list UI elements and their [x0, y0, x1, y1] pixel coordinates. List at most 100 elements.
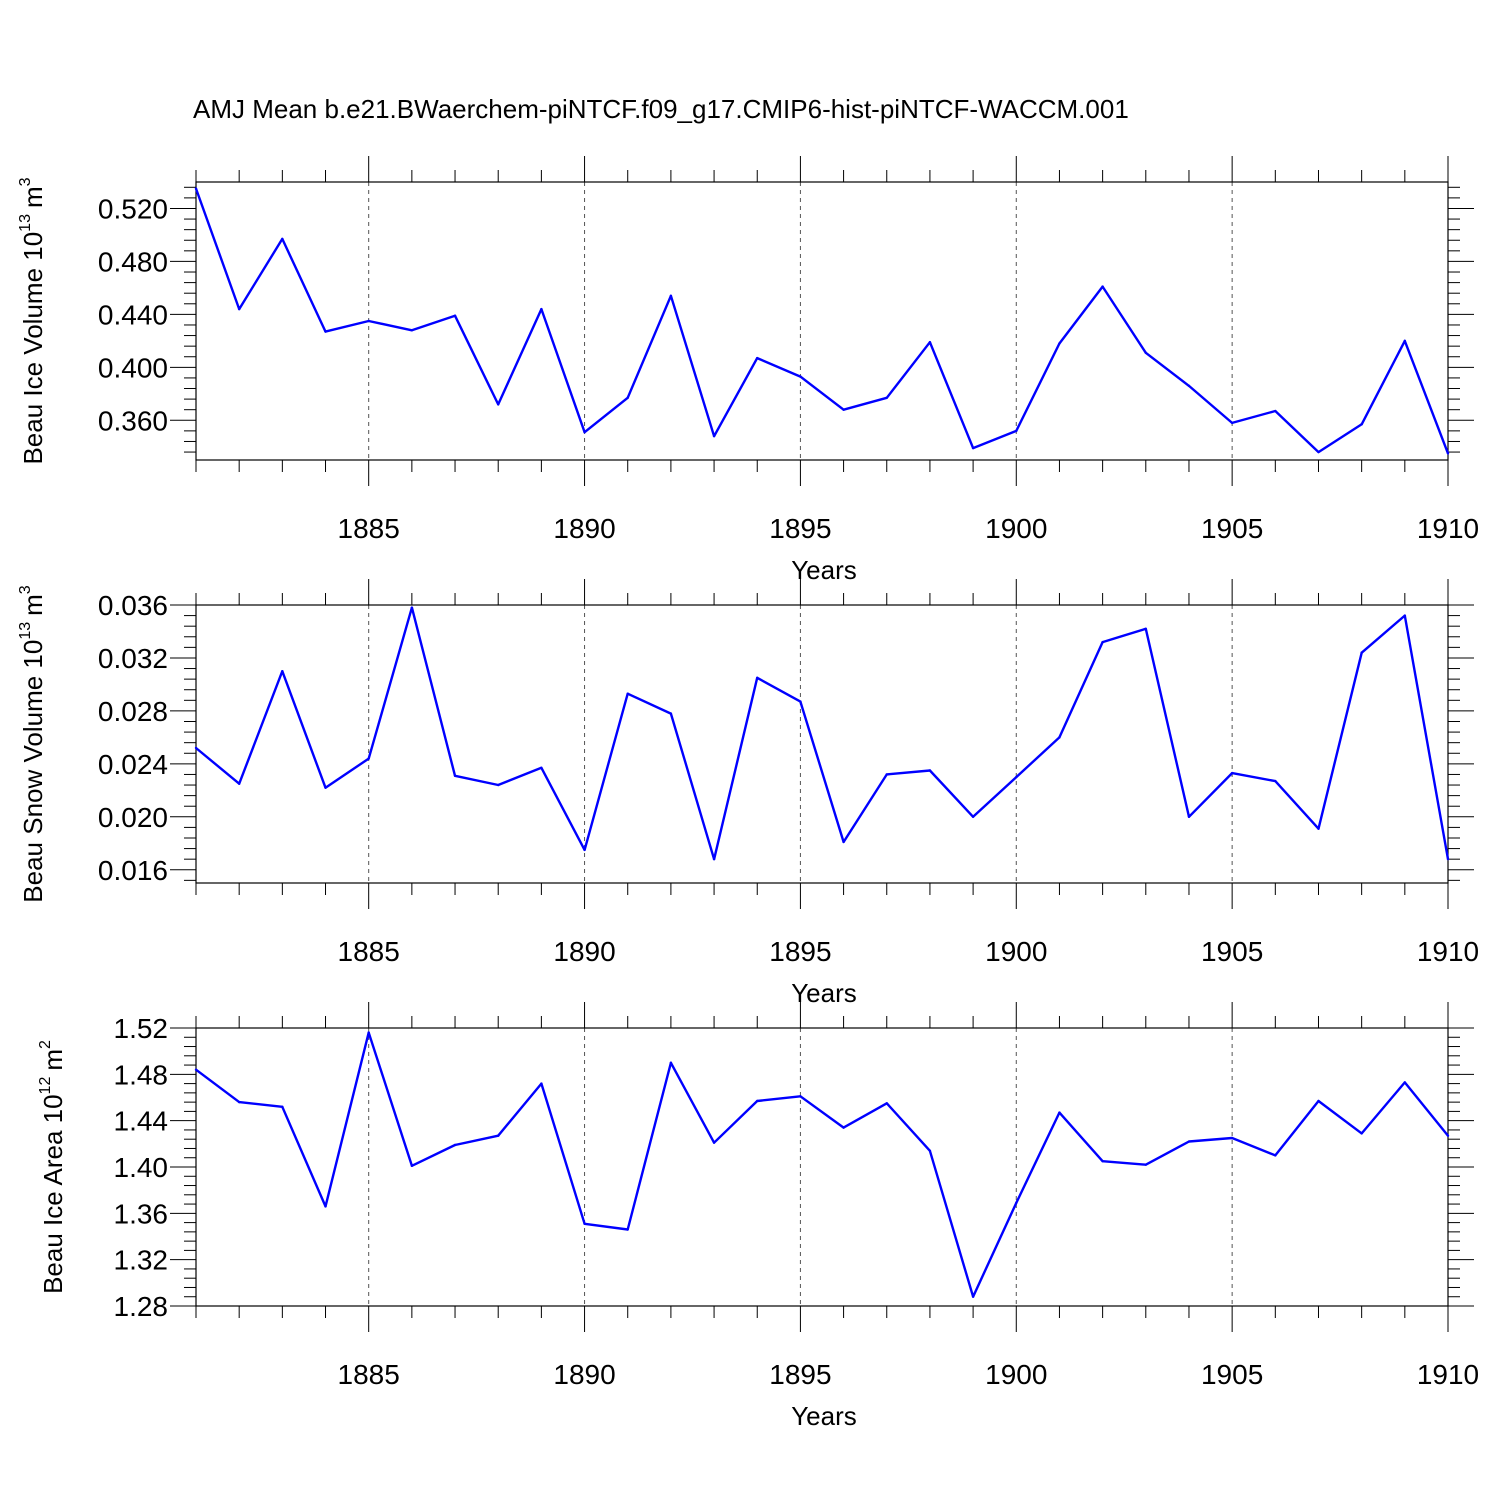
- data-point: [1403, 339, 1407, 343]
- series-line: [195, 1031, 1449, 1298]
- y-tick-label: 0.520: [98, 193, 168, 224]
- data-point: [194, 187, 198, 190]
- data-point: [497, 1134, 500, 1137]
- plot-frame: [195, 1027, 1449, 1307]
- data-point: [453, 774, 457, 777]
- y-tick-label: 0.440: [98, 299, 168, 330]
- data-point: [885, 396, 888, 399]
- x-axis-label: Years: [791, 555, 857, 585]
- data-point: [842, 840, 845, 844]
- data-point: [1230, 771, 1234, 775]
- data-point: [324, 1205, 327, 1208]
- x-tick-label: 1905: [1201, 513, 1263, 544]
- y-tick-label: 0.016: [98, 855, 168, 886]
- y-axis-label: Beau Snow Volume 1013m3: [17, 585, 48, 903]
- data-point: [626, 1228, 629, 1231]
- panel-3: 1.28 1.32 1.36 1.40 1.44 1.48 1.52 1885 1890 1895…: [37, 1002, 1479, 1431]
- data-point: [540, 307, 543, 311]
- data-point: [540, 766, 543, 770]
- y-tick-label: 0.360: [98, 405, 168, 436]
- data-point: [453, 1143, 457, 1147]
- y-tick-label: 0.024: [98, 749, 168, 780]
- data-point: [367, 319, 370, 323]
- data-point: [237, 1100, 241, 1104]
- data-point: [1360, 651, 1363, 654]
- y-tick-label: 0.400: [98, 352, 168, 383]
- data-point: [540, 1082, 543, 1085]
- y-tick-label: 0.036: [98, 590, 168, 621]
- data-point: [410, 1164, 414, 1168]
- data-point: [237, 782, 241, 785]
- data-point: [1274, 1154, 1277, 1157]
- data-point: [410, 606, 414, 609]
- x-tick-label: 1905: [1201, 936, 1263, 967]
- data-point: [1317, 827, 1320, 830]
- y-tick-label: 0.028: [98, 696, 168, 727]
- x-axis-label: Years: [791, 978, 857, 1008]
- data-point: [1015, 775, 1018, 779]
- y-tick-label: 0.480: [98, 246, 168, 277]
- data-point: [885, 773, 888, 776]
- panels-group: 0.360 0.400 0.440 0.480 0.520 1885 1890 1895 190…: [17, 156, 1479, 1431]
- data-point: [583, 1222, 586, 1225]
- data-point: [1403, 1081, 1407, 1084]
- data-point: [799, 700, 802, 703]
- x-tick-label: 1910: [1417, 513, 1479, 544]
- y-tick-label: 1.44: [114, 1106, 169, 1137]
- data-point: [1101, 640, 1104, 644]
- data-point: [367, 757, 370, 760]
- data-point: [1230, 1136, 1234, 1140]
- data-point: [971, 446, 975, 450]
- data-point: [497, 783, 500, 787]
- data-point: [756, 1099, 759, 1103]
- data-point: [1101, 285, 1104, 288]
- data-point: [928, 769, 932, 772]
- data-point: [799, 1095, 802, 1098]
- data-point: [1058, 342, 1061, 345]
- data-point: [1317, 1099, 1320, 1103]
- x-axis-label: Years: [791, 1401, 857, 1431]
- x-tick-label: 1890: [553, 936, 615, 967]
- data-point: [712, 1141, 716, 1144]
- data-point: [756, 676, 759, 680]
- data-point: [712, 857, 716, 861]
- data-point: [1144, 627, 1147, 631]
- data-point: [1144, 351, 1147, 354]
- x-tick-label: 1895: [769, 936, 831, 967]
- y-tick-label: 1.36: [114, 1198, 169, 1229]
- data-point: [842, 408, 845, 411]
- series-line: [194, 188, 1450, 454]
- data-point: [626, 692, 629, 695]
- x-tick-label: 1895: [769, 513, 831, 544]
- data-point: [497, 403, 500, 406]
- x-tick-label: 1885: [338, 1359, 400, 1390]
- data-point: [669, 712, 673, 715]
- x-tick-label: 1905: [1201, 1359, 1263, 1390]
- panel-1: 0.360 0.400 0.440 0.480 0.520 1885 1890 1895 190…: [17, 156, 1479, 585]
- data-point: [410, 329, 414, 332]
- data-point: [1274, 779, 1277, 783]
- data-point: [324, 786, 327, 789]
- x-tick-label: 1885: [338, 513, 400, 544]
- data-point: [1446, 1134, 1450, 1137]
- y-axis-label: Beau Ice Area 1012m2: [37, 1040, 68, 1294]
- data-point: [237, 307, 241, 311]
- data-point: [1187, 384, 1191, 388]
- data-point: [1058, 736, 1061, 739]
- data-point: [1446, 857, 1450, 861]
- figure-title: AMJ Mean b.e21.BWaerchem-piNTCF.f09_g17.…: [193, 94, 1129, 124]
- x-tick-label: 1900: [985, 936, 1047, 967]
- data-point: [1274, 409, 1277, 413]
- data-point: [367, 1031, 370, 1034]
- data-point: [281, 237, 284, 241]
- data-point: [583, 431, 586, 434]
- data-point: [1058, 1111, 1061, 1114]
- data-point: [1403, 614, 1407, 617]
- data-point: [281, 669, 284, 673]
- x-tick-label: 1910: [1417, 1359, 1479, 1390]
- y-tick-label: 1.40: [114, 1152, 169, 1183]
- x-tick-label: 1890: [553, 1359, 615, 1390]
- data-point: [1187, 815, 1191, 819]
- data-point: [583, 848, 586, 852]
